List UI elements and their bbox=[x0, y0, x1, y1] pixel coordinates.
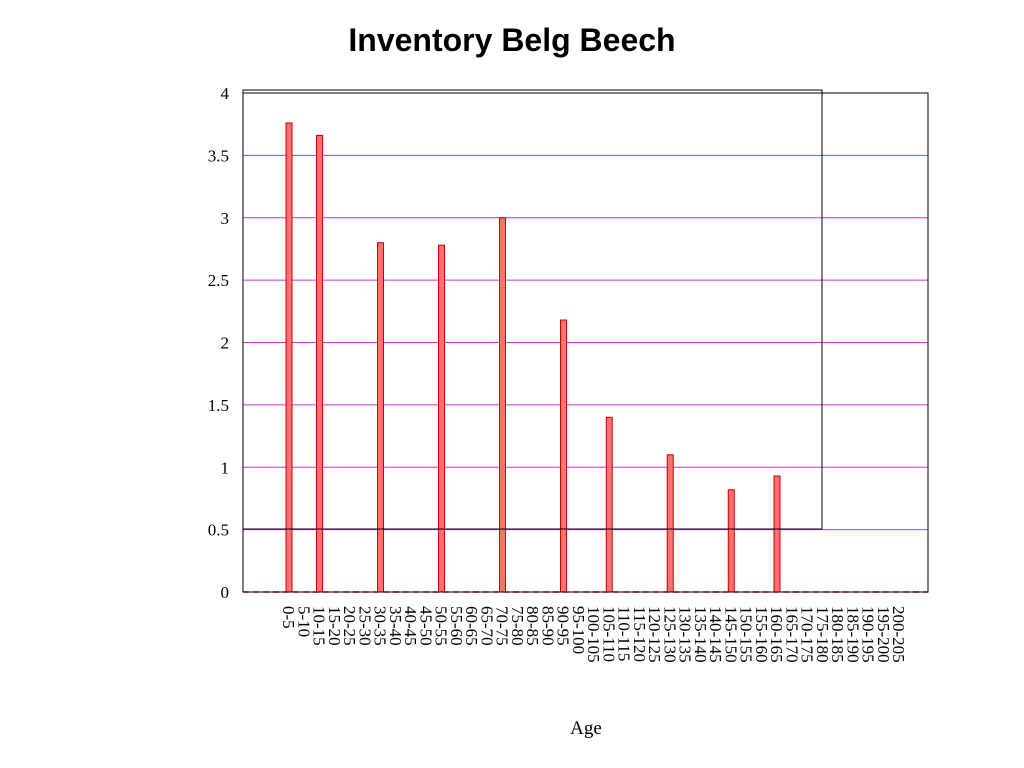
bar-160-165 bbox=[773, 475, 781, 593]
y-tick-label: 0.5 bbox=[208, 521, 229, 540]
bar-70-75 bbox=[499, 217, 506, 593]
x-tick-label: 90-95 bbox=[554, 606, 573, 646]
x-tick-label: 190-195 bbox=[859, 606, 878, 663]
y-tick-label: 2 bbox=[221, 334, 230, 353]
grid-lines bbox=[243, 154, 928, 593]
y-tick-label: 1.5 bbox=[208, 396, 229, 415]
x-tick-label: 20-25 bbox=[340, 606, 359, 646]
x-tick-label: 15-20 bbox=[325, 606, 344, 646]
x-tick-label: 140-145 bbox=[706, 606, 725, 663]
legend-frame bbox=[242, 89, 823, 530]
x-tick-label: 160-165 bbox=[767, 606, 786, 663]
bar-145-150 bbox=[727, 489, 735, 593]
x-tick-label: 105-110 bbox=[599, 606, 618, 662]
bar-0-5 bbox=[285, 122, 293, 593]
x-tick-label: 40-45 bbox=[401, 606, 420, 646]
x-tick-label: 45-50 bbox=[416, 606, 435, 646]
x-tick-label: 25-30 bbox=[355, 606, 374, 646]
bar-10-15 bbox=[316, 134, 323, 593]
bar-105-110 bbox=[605, 416, 613, 593]
x-tick-label: 95-100 bbox=[569, 606, 588, 654]
x-tick-label: 175-180 bbox=[813, 606, 832, 663]
y-tick-label: 4 bbox=[221, 84, 230, 103]
bar-30-35 bbox=[377, 242, 384, 593]
x-tick-label: 60-65 bbox=[462, 606, 481, 646]
x-tick-label: 180-185 bbox=[828, 606, 847, 663]
x-tick-label: 115-120 bbox=[630, 606, 649, 662]
x-tick-label: 50-55 bbox=[432, 606, 451, 646]
x-tick-label: 70-75 bbox=[493, 606, 512, 646]
x-tick-label: 200-205 bbox=[889, 606, 908, 663]
x-tick-label: 195-200 bbox=[874, 606, 893, 663]
x-tick-label: 0-5 bbox=[279, 606, 298, 629]
y-tick-label: 0 bbox=[221, 583, 230, 602]
x-tick-label: 135-140 bbox=[691, 606, 710, 663]
x-tick-label: 125-130 bbox=[660, 606, 679, 663]
x-tick-label: 80-85 bbox=[523, 606, 542, 646]
y-tick-label: 3 bbox=[221, 209, 230, 228]
y-axis-ticks: 0 0.5 1 1.5 2 2.5 3 3.5 4 bbox=[208, 84, 230, 602]
bar-125-130 bbox=[666, 454, 674, 593]
x-tick-label: 10-15 bbox=[310, 606, 329, 646]
x-tick-label: 110-115 bbox=[615, 606, 634, 661]
x-tick-label: 155-160 bbox=[752, 606, 771, 663]
x-tick-label: 150-155 bbox=[737, 606, 756, 663]
x-tick-label: 170-175 bbox=[798, 606, 817, 663]
x-tick-label: 120-125 bbox=[645, 606, 664, 663]
x-tick-label: 75-80 bbox=[508, 606, 527, 646]
bar-50-55 bbox=[438, 244, 445, 593]
bar-90-95 bbox=[560, 319, 567, 593]
y-tick-label: 3.5 bbox=[208, 146, 229, 165]
x-tick-label: 130-135 bbox=[676, 606, 695, 663]
x-tick-label: 35-40 bbox=[386, 606, 405, 646]
x-tick-label: 185-190 bbox=[843, 606, 862, 663]
y-tick-label: 2.5 bbox=[208, 271, 229, 290]
x-tick-label: 85-90 bbox=[538, 606, 557, 646]
x-axis-ticks: 0-55-1010-1515-2020-2525-3030-3535-4040-… bbox=[279, 606, 908, 663]
x-tick-label: 30-35 bbox=[371, 606, 390, 646]
x-tick-label: 5-10 bbox=[294, 606, 313, 637]
x-tick-label: 145-150 bbox=[721, 606, 740, 663]
x-tick-label: 165-170 bbox=[782, 606, 801, 663]
x-tick-label: 65-70 bbox=[477, 606, 496, 646]
y-tick-label: 1 bbox=[221, 458, 230, 477]
x-tick-label: 55-60 bbox=[447, 606, 466, 646]
chart-title: Inventory Belg Beech bbox=[348, 22, 676, 58]
x-tick-label: 100-105 bbox=[584, 606, 603, 663]
x-axis-label: Age bbox=[570, 718, 602, 739]
bars bbox=[285, 122, 781, 593]
